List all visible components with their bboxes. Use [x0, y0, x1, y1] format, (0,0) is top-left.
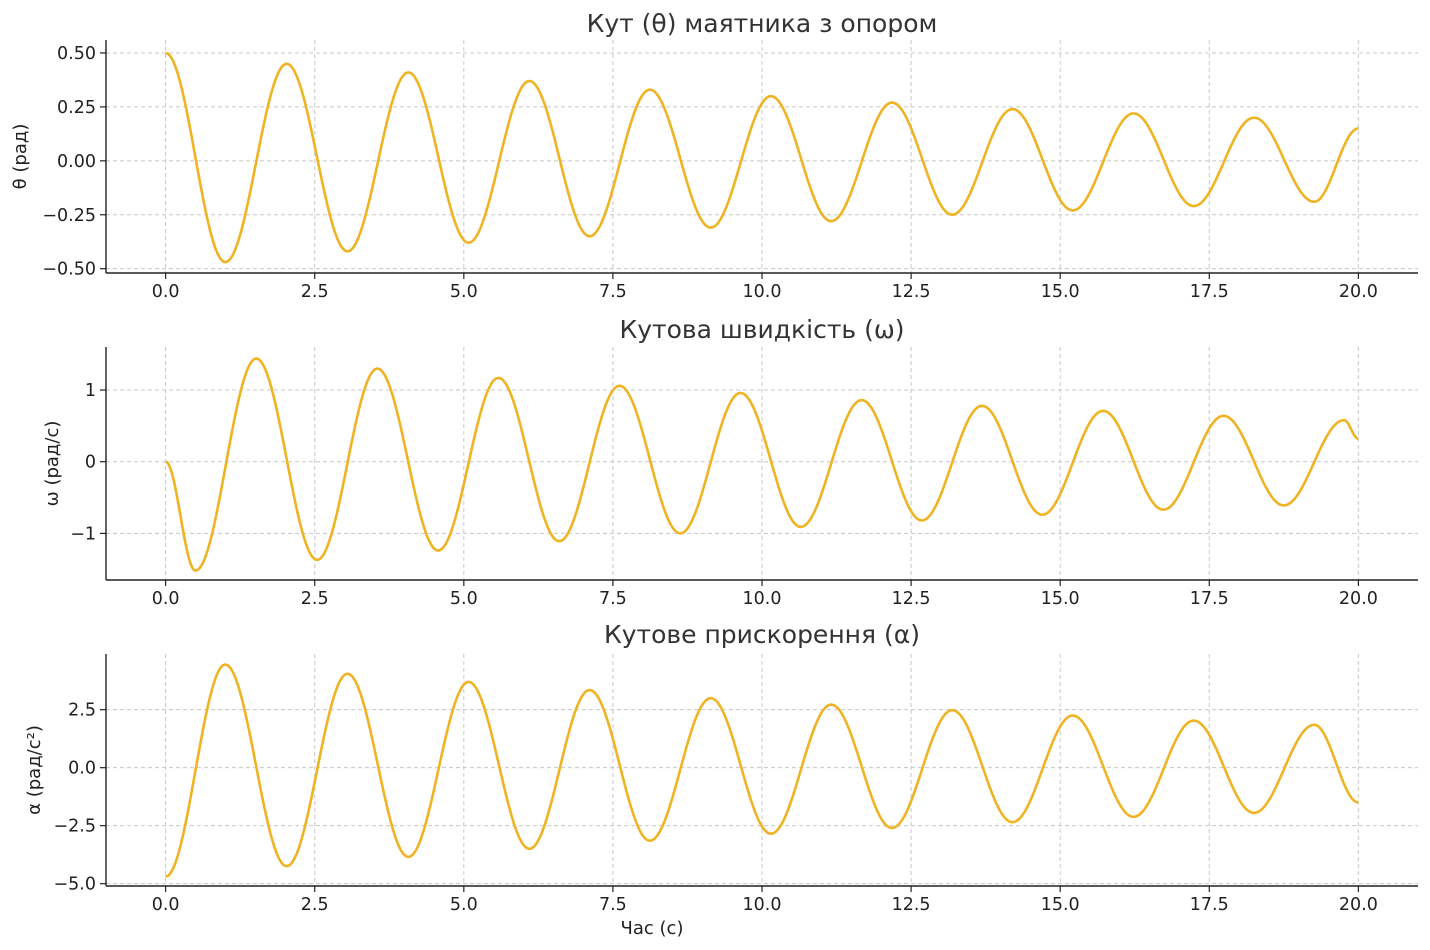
panel3-x-tick-label: 20.0	[1339, 895, 1378, 915]
panel2-y-axis-label: ω (рад/с)	[42, 421, 63, 507]
panel2-plot: 0.0 2.5 5.0 7.5 10.0 12.5 15.0 17.5 20.0 −1 0 1 Куто…	[42, 315, 1418, 609]
panel1-y-axis-label: θ (рад)	[10, 124, 31, 190]
panel1-x-tick-label: 5.0	[450, 282, 478, 302]
panel1-y-tick-label: −0.25	[42, 206, 96, 226]
panel1-x-tick-label: 0.0	[152, 282, 180, 302]
panel3-x-tick-label: 0.0	[152, 895, 180, 915]
panel2-x-tick-label: 2.5	[301, 589, 329, 609]
panel3-x-tick-label: 10.0	[743, 895, 782, 915]
panel1-plot: 0.0 2.5 5.0 7.5 10.0 12.5 15.0 17.5 20.0 −0.50 −0.…	[10, 9, 1418, 302]
panel1-x-tick-label: 7.5	[599, 282, 627, 302]
panel1-y-tick-label: 0.00	[57, 152, 96, 172]
panel3-x-tick-label: 2.5	[301, 895, 329, 915]
panel1-x-tick-label: 12.5	[892, 282, 931, 302]
panel1-y-tick-label: −0.50	[42, 260, 96, 280]
panel3-series-line	[165, 663, 1359, 878]
panel3-x-tick-label: 5.0	[450, 895, 478, 915]
panel3-y-tick-label: −2.5	[54, 817, 97, 837]
panel2-x-tick-label: 0.0	[152, 589, 180, 609]
panel3-x-tick-label: 15.0	[1041, 895, 1080, 915]
panel1-x-tick-label: 17.5	[1190, 282, 1229, 302]
panel3-y-tick-label: 0.0	[68, 759, 96, 779]
panel2-y-tick-label: −1	[70, 524, 96, 544]
panel2-title: Кутова швидкість (ω)	[619, 315, 904, 344]
panel2-x-tick-label: 10.0	[743, 589, 782, 609]
panel1-x-tick-label: 20.0	[1339, 282, 1378, 302]
panel1-x-tick-label: 15.0	[1041, 282, 1080, 302]
panel3-plot: 0.0 2.5 5.0 7.5 10.0 12.5 15.0 17.5 20.0 −5.0 −2.5…	[24, 620, 1418, 939]
panel1-series-line	[165, 51, 1359, 264]
panel1-y-tick-label: 0.25	[57, 98, 96, 118]
panel2-y-tick-label: 0	[85, 453, 96, 473]
panel2-x-tick-label: 17.5	[1190, 589, 1229, 609]
panel1-x-tick-label: 2.5	[301, 282, 329, 302]
panel2-x-tick-label: 20.0	[1339, 589, 1378, 609]
panel3-y-axis-label: α (рад/с²)	[24, 725, 45, 815]
panel1-x-tick-label: 10.0	[743, 282, 782, 302]
panel3-x-tick-label: 7.5	[599, 895, 627, 915]
panel3-y-tick-label: 2.5	[68, 701, 96, 721]
panel2-x-tick-label: 12.5	[892, 589, 931, 609]
panel1-y-tick-label: 0.50	[57, 44, 96, 64]
panel3-x-tick-label: 12.5	[892, 895, 931, 915]
panel3-x-axis-label: Час (с)	[621, 918, 684, 939]
panel3-y-tick-label: −5.0	[54, 875, 97, 895]
panel2-y-tick-label: 1	[85, 381, 96, 401]
panel2-series-line	[165, 357, 1360, 572]
panel2-x-tick-label: 5.0	[450, 589, 478, 609]
panel3-x-tick-label: 17.5	[1190, 895, 1229, 915]
panel2-x-tick-label: 15.0	[1041, 589, 1080, 609]
panel1-title: Кут (θ) маятника з опором	[587, 9, 938, 38]
panel2-x-tick-label: 7.5	[599, 589, 627, 609]
panel3-title: Кутове прискорення (α)	[604, 620, 920, 649]
